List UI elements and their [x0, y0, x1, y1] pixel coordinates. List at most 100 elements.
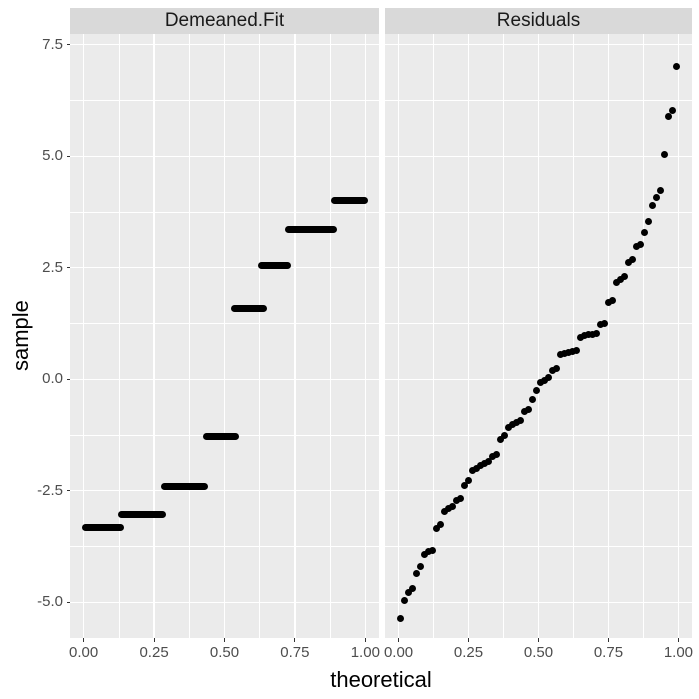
data-point [485, 457, 493, 465]
facet-strip-residuals: Residuals [385, 8, 692, 34]
data-point [405, 588, 413, 596]
data-segment [118, 510, 167, 518]
data-point [533, 387, 540, 395]
gridline-major-x [223, 34, 226, 638]
y-tick-mark [66, 267, 70, 269]
x-tick-mark [468, 638, 470, 642]
x-tick-label: 0.75 [593, 644, 624, 661]
facet-panel-residuals [385, 34, 692, 638]
y-axis-title: sample [8, 300, 33, 372]
y-tick-mark [66, 44, 70, 46]
gridline-major-x [153, 34, 155, 638]
data-point [580, 332, 588, 340]
data-point [640, 229, 648, 237]
data-point [497, 435, 505, 443]
data-point [620, 273, 628, 281]
data-segment [81, 523, 124, 531]
y-tick-mark [66, 490, 70, 492]
data-point [481, 459, 489, 467]
gridline-minor-x [643, 34, 644, 638]
gridline-major-y [70, 601, 379, 603]
data-segment [257, 261, 292, 269]
gridline-major-x [607, 34, 610, 638]
data-point [477, 461, 485, 469]
data-point [449, 502, 457, 510]
data-point [556, 351, 564, 359]
facet-strip-label: Residuals [496, 10, 581, 31]
data-point [433, 525, 441, 533]
data-point [509, 420, 516, 428]
data-point [417, 563, 425, 571]
data-point [397, 615, 405, 623]
gridline-minor-x [503, 34, 504, 638]
y-tick-label: 2.5 [42, 258, 63, 276]
data-point [501, 431, 509, 439]
data-point [529, 395, 536, 403]
data-point [668, 107, 676, 115]
gridline-major-x [467, 34, 470, 638]
data-point [664, 112, 672, 120]
data-point [588, 330, 596, 338]
data-point [552, 364, 560, 372]
data-point [672, 62, 680, 70]
data-point [644, 218, 652, 226]
x-tick-label: 0.00 [383, 644, 414, 661]
x-tick-mark [224, 638, 225, 642]
x-tick-mark [607, 638, 609, 642]
gridline-major-y [70, 267, 379, 269]
data-point [616, 275, 624, 283]
y-tick-label: 5.0 [42, 147, 63, 165]
data-point [612, 278, 620, 286]
gridline-major-y [70, 44, 379, 46]
data-segment [161, 483, 208, 491]
data-point [624, 258, 632, 266]
data-point [493, 450, 501, 458]
data-point [461, 482, 469, 490]
data-point [513, 418, 520, 426]
x-tick-label: 0.75 [280, 644, 310, 661]
data-point [429, 546, 437, 554]
gridline-minor-x [118, 34, 120, 638]
data-point [457, 494, 465, 502]
data-point [540, 377, 548, 385]
gridline-major-y [70, 378, 379, 380]
data-point [604, 298, 612, 306]
x-tick-mark [83, 638, 85, 642]
gridline-major-x [397, 34, 400, 638]
facet-strip-demeaned-fit: Demeaned.Fit [70, 8, 379, 34]
data-point [421, 551, 429, 559]
data-point [592, 329, 600, 337]
data-point [548, 366, 556, 374]
x-tick-mark [677, 638, 679, 642]
gridline-minor-x [573, 34, 574, 638]
data-point [564, 349, 572, 356]
data-point [401, 596, 409, 604]
gridline-minor-x [329, 34, 331, 638]
gridline-major-y [385, 155, 692, 157]
data-point [473, 464, 481, 472]
x-tick-label: 0.50 [523, 644, 554, 661]
data-point [576, 333, 584, 341]
data-point [660, 151, 668, 159]
data-point [525, 406, 532, 414]
y-tick-label: -2.5 [37, 481, 63, 499]
gridline-major-y [70, 155, 379, 157]
data-point [584, 331, 592, 339]
data-point [560, 349, 568, 357]
data-point [628, 256, 636, 264]
y-tick-label: 7.5 [42, 35, 63, 53]
gridline-major-x [83, 34, 85, 638]
data-segment [230, 304, 268, 312]
x-tick-mark [364, 638, 366, 642]
data-point [600, 319, 608, 327]
data-segment [330, 196, 368, 204]
data-point [544, 373, 552, 381]
x-tick-label: 0.25 [453, 644, 484, 661]
data-point [413, 569, 421, 577]
data-segment [203, 432, 240, 440]
data-point [568, 348, 576, 356]
data-point [648, 201, 656, 209]
gridline-major-y [70, 490, 379, 492]
y-tick-mark [66, 378, 70, 380]
gridline-minor-x [433, 34, 434, 638]
